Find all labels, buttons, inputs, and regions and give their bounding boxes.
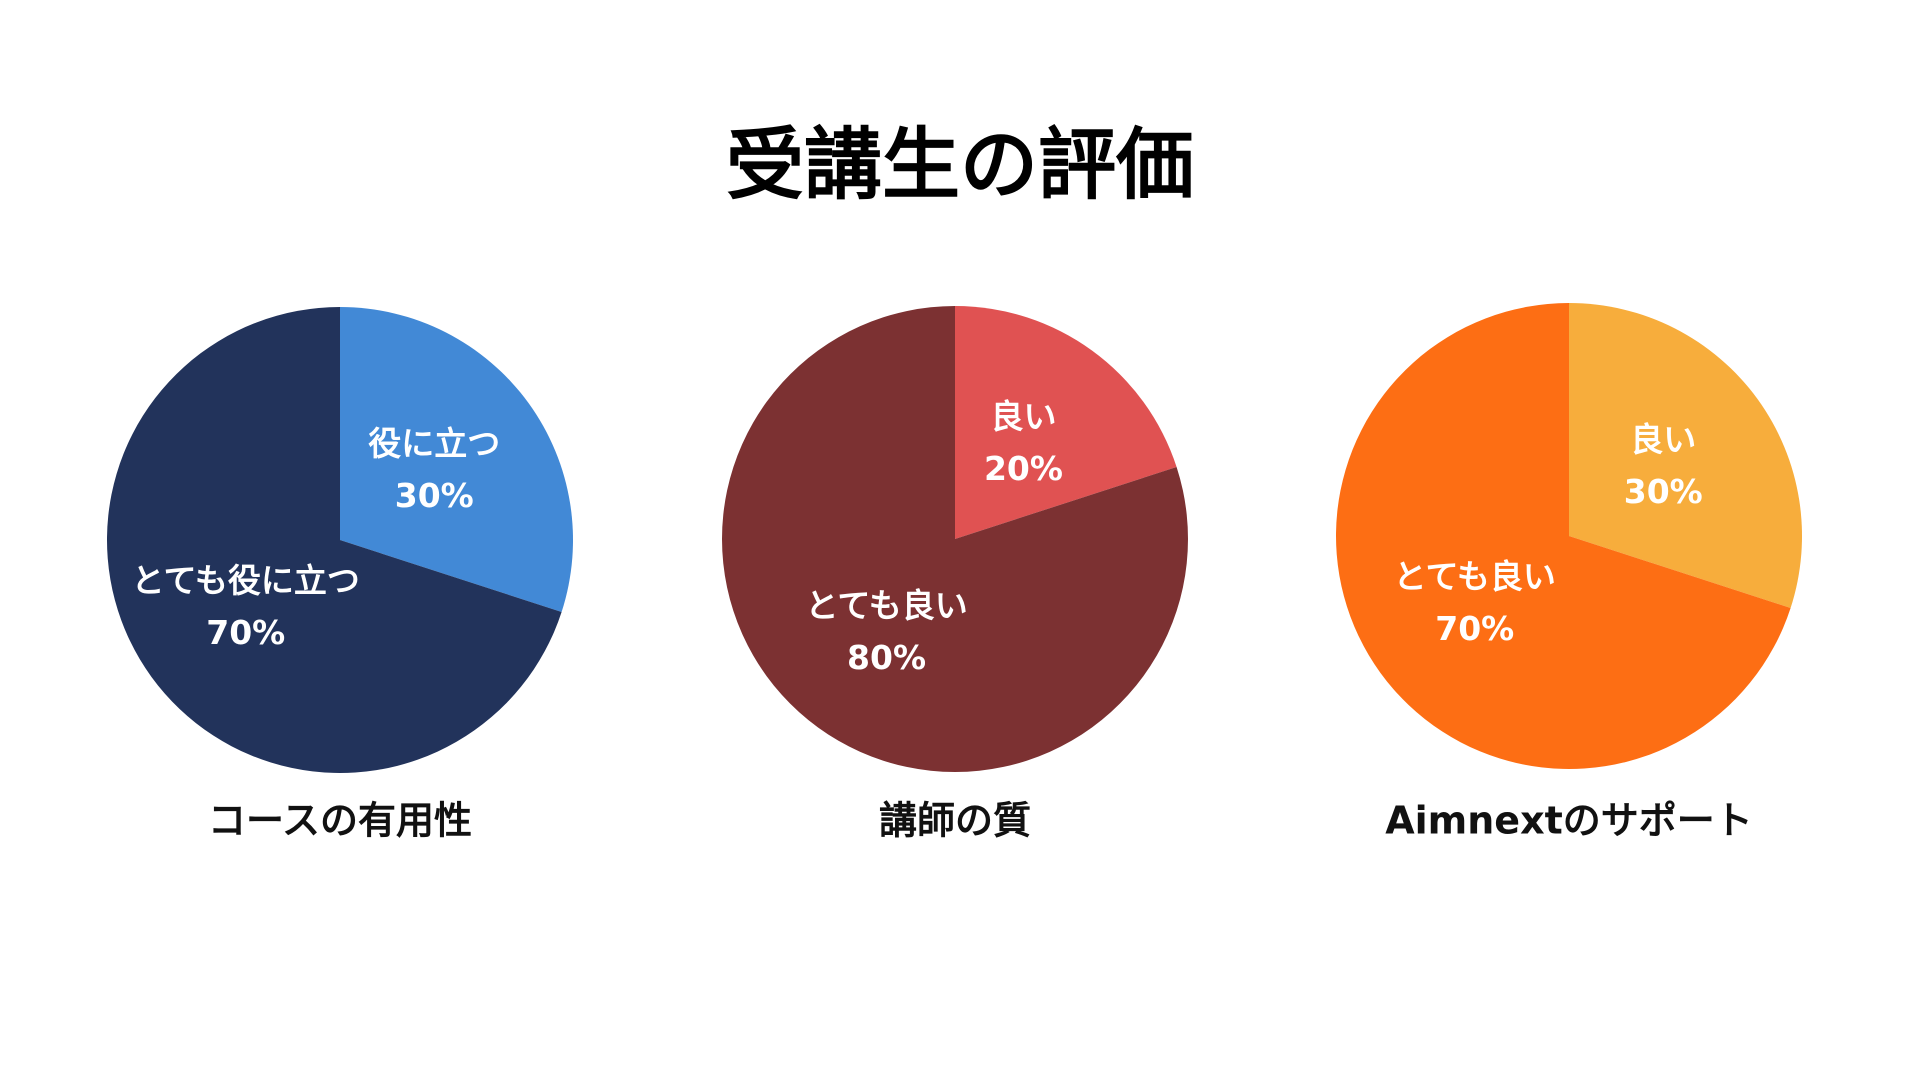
pie-slice: [107, 307, 562, 773]
slice-value-label: 20%: [984, 449, 1063, 488]
slice-label: とても役に立つ: [132, 561, 360, 600]
pie-title: コースの有用性: [208, 799, 472, 843]
pie-slice: [340, 307, 574, 613]
slice-label: 役に立つ: [368, 424, 500, 463]
slice-value-label: 80%: [847, 638, 926, 677]
slice-label: とても良い: [805, 586, 967, 625]
slice-label: 良い: [990, 397, 1056, 436]
pie-slice: [722, 306, 1188, 773]
pie-slice: [1335, 303, 1791, 769]
slice-label: とても良い: [1394, 557, 1556, 596]
pie-title: 講師の質: [879, 799, 1031, 843]
page-title: 受講生の評価: [726, 120, 1194, 210]
pie-slice: [1569, 303, 1802, 609]
slice-value-label: 30%: [1624, 472, 1703, 511]
pie-title: Aimnextのサポート: [1385, 799, 1753, 843]
pie-slice: [955, 306, 1177, 539]
slice-label: 良い: [1630, 420, 1696, 459]
slice-value-label: 70%: [206, 613, 285, 652]
slice-value-label: 70%: [1435, 609, 1514, 648]
slice-value-label: 30%: [395, 476, 474, 515]
